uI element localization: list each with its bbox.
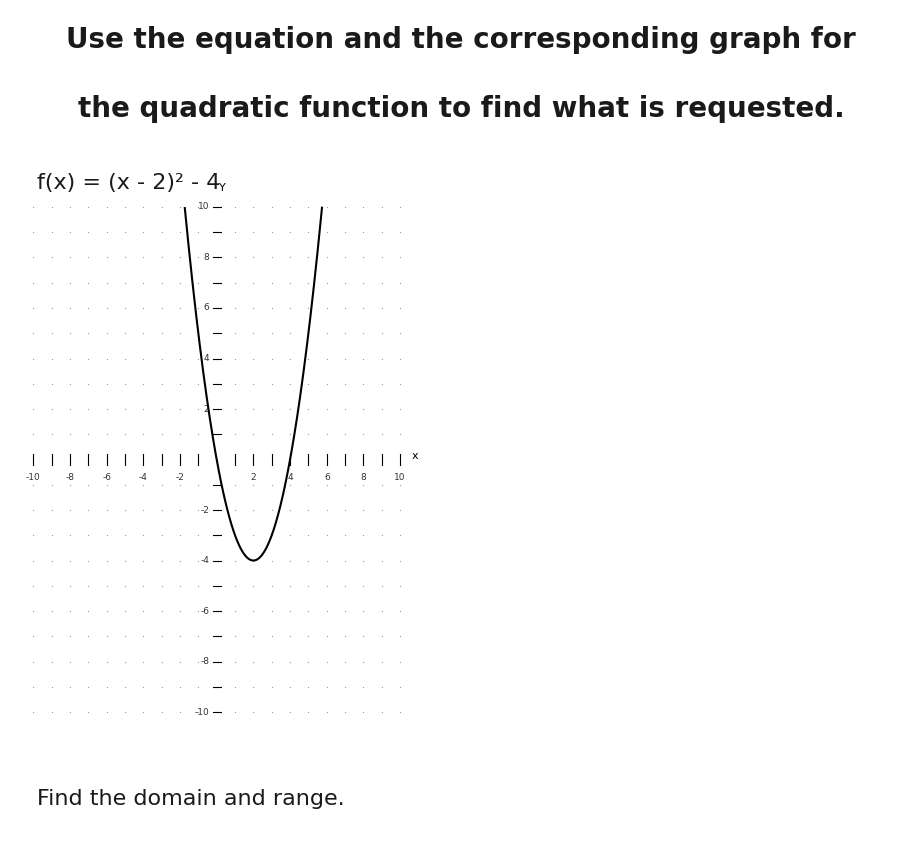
Text: -2: -2 bbox=[200, 505, 209, 514]
Text: 4: 4 bbox=[204, 354, 209, 363]
Text: 10: 10 bbox=[198, 203, 209, 212]
Text: Find the domain and range.: Find the domain and range. bbox=[37, 789, 345, 809]
Text: -8: -8 bbox=[200, 657, 209, 666]
Text: Y: Y bbox=[219, 183, 226, 193]
Text: 10: 10 bbox=[395, 473, 406, 482]
Text: -4: -4 bbox=[200, 556, 209, 565]
Text: Use the equation and the corresponding graph for: Use the equation and the corresponding g… bbox=[66, 26, 856, 54]
Text: -8: -8 bbox=[65, 473, 75, 482]
Text: 8: 8 bbox=[361, 473, 366, 482]
Text: -10: -10 bbox=[195, 707, 209, 716]
Text: 8: 8 bbox=[204, 253, 209, 262]
Text: x: x bbox=[411, 451, 418, 460]
Text: -2: -2 bbox=[175, 473, 184, 482]
Text: the quadratic function to find what is requested.: the quadratic function to find what is r… bbox=[77, 95, 845, 123]
Text: 2: 2 bbox=[204, 405, 209, 414]
Text: 4: 4 bbox=[288, 473, 293, 482]
Text: 2: 2 bbox=[251, 473, 256, 482]
Text: 6: 6 bbox=[324, 473, 330, 482]
Text: -4: -4 bbox=[139, 473, 148, 482]
Text: f(x) = (x - 2)² - 4: f(x) = (x - 2)² - 4 bbox=[37, 173, 220, 193]
Text: -6: -6 bbox=[200, 607, 209, 616]
Text: -6: -6 bbox=[102, 473, 111, 482]
Text: 6: 6 bbox=[204, 303, 209, 312]
Text: -10: -10 bbox=[26, 473, 41, 482]
